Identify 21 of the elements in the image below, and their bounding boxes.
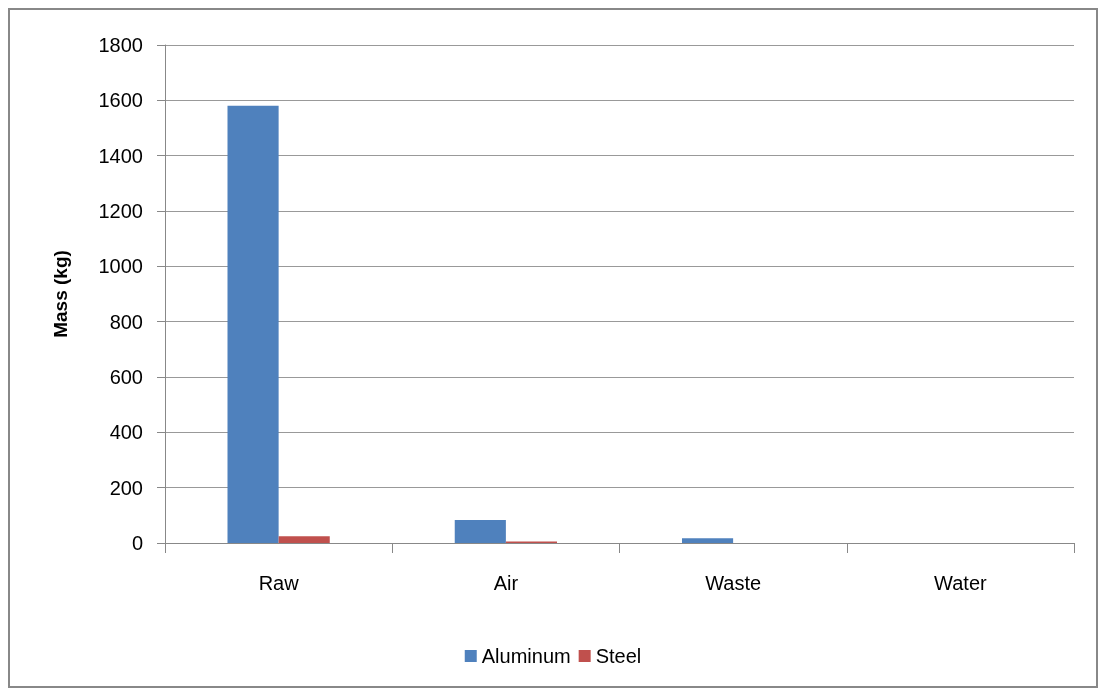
y-tick-label: 1400 bbox=[98, 144, 143, 167]
y-tick-label: 0 bbox=[131, 532, 143, 554]
y-tick-label: 1000 bbox=[98, 255, 143, 278]
bar bbox=[681, 538, 734, 543]
x-tick-label: Waste bbox=[705, 572, 762, 594]
y-axis-title: Mass (kg) bbox=[50, 250, 71, 338]
bar bbox=[454, 520, 506, 543]
x-tick-label: Raw bbox=[258, 572, 300, 594]
legend-label: Steel bbox=[595, 645, 642, 667]
y-tick-label: 1600 bbox=[98, 89, 143, 112]
x-tick-label: Water bbox=[934, 572, 988, 594]
y-tick-label: 600 bbox=[109, 366, 143, 388]
y-tick-label: 1200 bbox=[98, 200, 143, 222]
x-tick-label: Air bbox=[493, 572, 519, 594]
y-tick-label: 400 bbox=[109, 421, 143, 444]
bar bbox=[227, 105, 279, 543]
y-tick-label: 200 bbox=[109, 476, 143, 499]
y-tick-label: 800 bbox=[109, 310, 143, 333]
y-tick-label: 1800 bbox=[98, 34, 143, 56]
legend-label: Aluminum bbox=[481, 645, 571, 667]
bar bbox=[278, 536, 330, 543]
